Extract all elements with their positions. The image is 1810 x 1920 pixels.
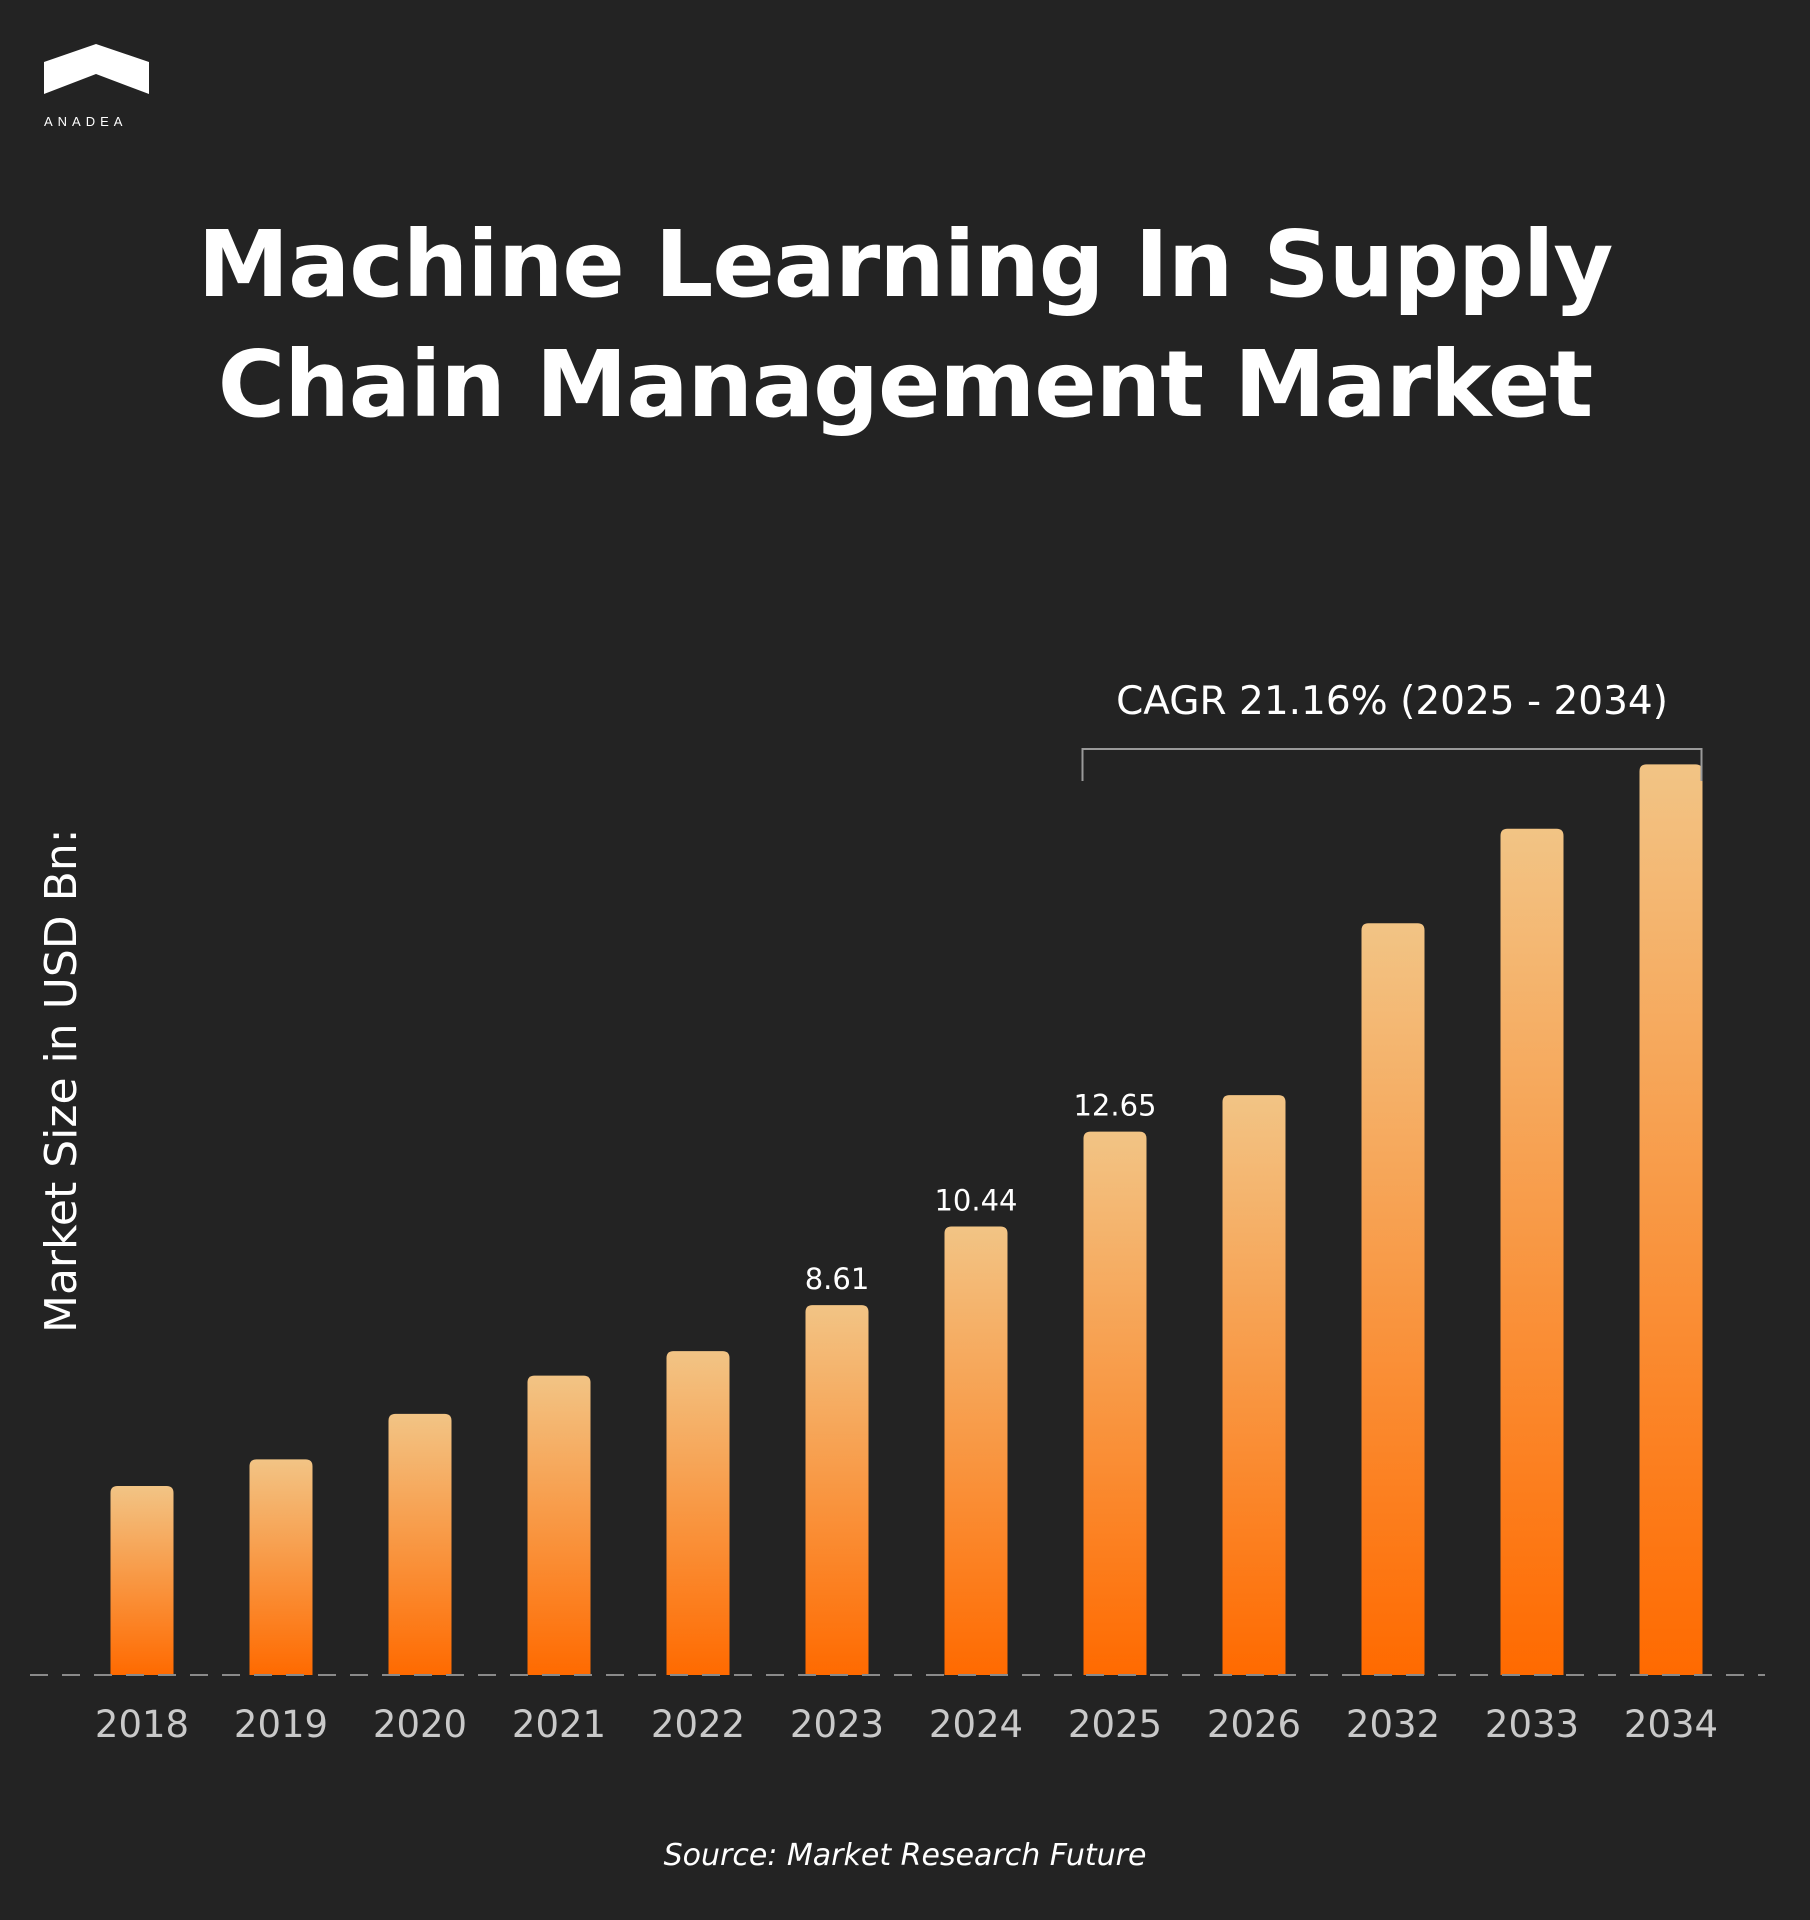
bar-2032 [1361, 923, 1425, 1675]
cagr-annotation: CAGR 21.16% (2025 - 2034) [1081, 679, 1703, 781]
data-label-2024: 10.44 [934, 1184, 1017, 1218]
x-tick-label-2020: 2020 [373, 1703, 467, 1746]
x-tick-label-2018: 2018 [95, 1703, 189, 1746]
data-label-2023: 8.61 [805, 1262, 870, 1296]
x-tick-label-2034: 2034 [1624, 1703, 1718, 1746]
x-tick-labels-group: 2018 2019 2020 2021 2022 2023 2024 2025 2026 2032… [95, 1703, 1718, 1746]
data-labels-group: 8.61 10.44 12.65 [805, 1089, 1157, 1297]
bar-2020 [388, 1413, 452, 1675]
x-tick-label-2019: 2019 [234, 1703, 328, 1746]
bar-2018 [110, 1486, 174, 1675]
x-tick-label-2032: 2032 [1346, 1703, 1440, 1746]
bar-2023 [805, 1305, 869, 1675]
x-tick-label-2022: 2022 [651, 1703, 745, 1746]
x-tick-label-2033: 2033 [1485, 1703, 1579, 1746]
bar-2034 [1639, 764, 1703, 1675]
brand-logo: ANADEA [44, 44, 154, 134]
cagr-label: CAGR 21.16% (2025 - 2034) [1116, 679, 1668, 724]
bar-2019 [249, 1459, 313, 1675]
x-tick-label-2021: 2021 [512, 1703, 606, 1746]
x-tick-label-2026: 2026 [1207, 1703, 1301, 1746]
x-tick-label-2024: 2024 [929, 1703, 1023, 1746]
x-tick-label-2023: 2023 [790, 1703, 884, 1746]
chart-title-line-1: Machine Learning In Supply [197, 211, 1614, 318]
roof-chevron-icon [44, 44, 149, 94]
bar-2025 [1083, 1131, 1147, 1675]
chart-title: Machine Learning In Supply Chain Managem… [0, 205, 1810, 445]
bars-group [110, 764, 1703, 1675]
source-note: Source: Market Research Future [663, 1838, 1147, 1873]
y-axis-label: Market Size in USD Bn: [36, 828, 87, 1333]
bar-2026 [1222, 1095, 1286, 1675]
data-label-2025: 12.65 [1073, 1089, 1156, 1123]
cagr-bracket [1081, 748, 1703, 781]
brand-name: ANADEA [44, 114, 128, 129]
bar-2024 [944, 1226, 1008, 1675]
bar-2021 [527, 1375, 591, 1675]
x-tick-label-2025: 2025 [1068, 1703, 1162, 1746]
bar-2022 [666, 1351, 730, 1675]
bar-2033 [1500, 828, 1564, 1675]
chart-title-line-2: Chain Management Market [217, 331, 1593, 438]
